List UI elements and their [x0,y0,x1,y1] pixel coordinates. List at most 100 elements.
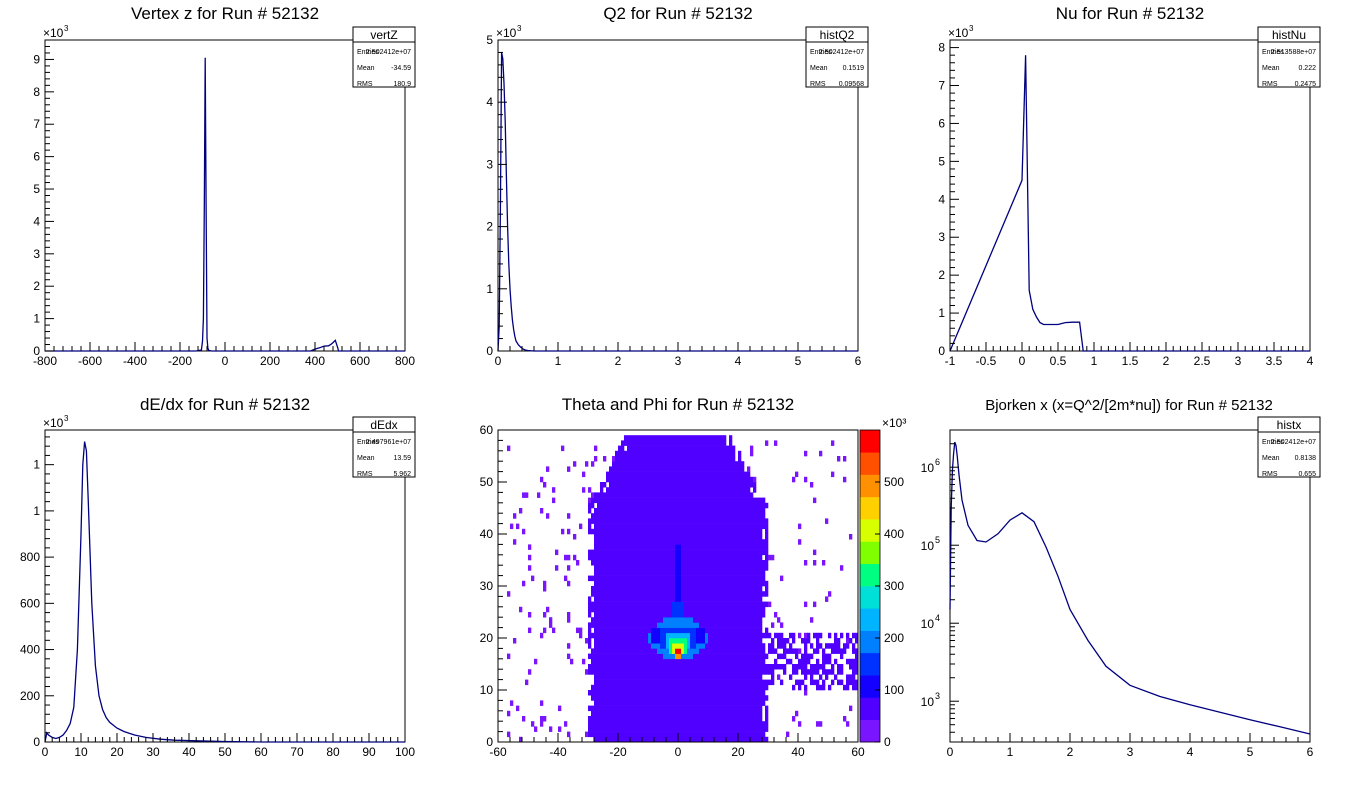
heatmap-cell [630,627,634,634]
heatmap-cell [657,716,661,722]
heatmap-cell [696,560,700,566]
heatmap-cell [642,612,646,618]
heatmap-cell [624,591,628,597]
heatmap-cell [735,466,739,472]
heatmap-cell [609,612,613,618]
heatmap-cell [714,539,718,545]
heatmap-cell [657,554,661,561]
heatmap-cell [645,653,649,660]
heatmap-cell [618,684,622,691]
heatmap-cell [681,627,685,634]
heatmap-cell [675,565,679,571]
heatmap-cell [708,492,712,498]
heatmap-cell [783,664,787,670]
heatmap-cell [603,601,607,608]
stats-row-label: Entries [1262,49,1284,56]
heatmap-cell [729,653,733,660]
heatmap-cell [606,523,610,530]
heatmap-cell [621,586,625,592]
heatmap-cell [750,726,754,732]
heatmap-cell [678,544,682,550]
heatmap-cell [705,450,709,457]
heatmap-cell [651,643,655,649]
heatmap-cell [654,450,658,457]
heatmap-cell [756,638,760,644]
heatmap-cell [687,664,691,670]
heatmap-cell [789,643,793,649]
heatmap-cell [618,601,622,608]
color-bar-segment [860,452,880,475]
heatmap-cell [741,632,745,639]
heatmap-cell [597,596,601,602]
heatmap-cell [714,440,718,446]
heatmap-cell [705,705,709,712]
heatmap-cell [723,731,727,738]
heatmap-cell [633,695,637,701]
heatmap-cell [669,528,673,535]
heatmap-cell [618,606,622,613]
heatmap-cell [711,570,715,576]
heatmap-cell [753,695,757,701]
heatmap-cell [765,518,769,524]
heatmap-cell [765,632,769,639]
heatmap-cell [606,502,610,509]
heatmap-cell [660,570,664,576]
heatmap-cell [657,736,661,743]
y-tick-label: 1 [938,306,945,320]
heatmap-cell [621,612,625,618]
heatmap-cell [735,508,739,514]
heatmap-cell [747,528,751,535]
heatmap-cell [723,482,727,488]
heatmap-cell [597,554,601,561]
heatmap-cell [606,627,610,634]
heatmap-cell [678,705,682,712]
heatmap-cell [657,445,661,452]
heatmap-cell [630,560,634,566]
heatmap-cell [645,492,649,498]
heatmap-cell [708,653,712,660]
heatmap-cell [600,523,604,530]
heatmap-cell [795,471,799,478]
heatmap-cell [795,710,799,717]
heatmap-cell [702,456,706,462]
heatmap-cell [639,674,643,680]
heatmap-cell [690,513,694,519]
heatmap-cell [597,539,601,545]
heatmap-cell [729,627,733,634]
heatmap-cell [756,601,760,608]
heatmap-cell [627,612,631,618]
heatmap-cell [675,716,679,722]
heatmap-cell [669,648,673,654]
heatmap-cell [753,684,757,691]
heatmap-cell [684,476,688,483]
heatmap-cell [597,502,601,509]
heatmap-cell [657,669,661,675]
heatmap-cell [738,617,742,623]
heatmap-cell [633,627,637,634]
heatmap-cell [645,695,649,701]
heatmap-cell [816,643,820,649]
heatmap-cell [645,482,649,488]
heatmap-cell [681,513,685,519]
heatmap-cell [633,435,637,441]
heatmap-cell [696,523,700,530]
heatmap-cell [660,653,664,660]
heatmap-cell [672,716,676,722]
heatmap-cell [687,471,691,478]
heatmap-cell [729,575,733,582]
heatmap-cell [624,523,628,530]
heatmap-cell [603,690,607,696]
heatmap-cell [621,716,625,722]
heatmap-cell [606,497,610,504]
heatmap-cell [759,622,763,628]
heatmap-cell [630,492,634,498]
heatmap-cell [600,508,604,514]
heatmap-cell [657,497,661,504]
heatmap-cell [684,471,688,478]
heatmap-cell [624,700,628,706]
heatmap-cell [705,674,709,680]
heatmap-cell [591,528,595,535]
heatmap-cell [594,695,598,701]
heatmap-cell [732,492,736,498]
heatmap-cell [672,638,676,644]
